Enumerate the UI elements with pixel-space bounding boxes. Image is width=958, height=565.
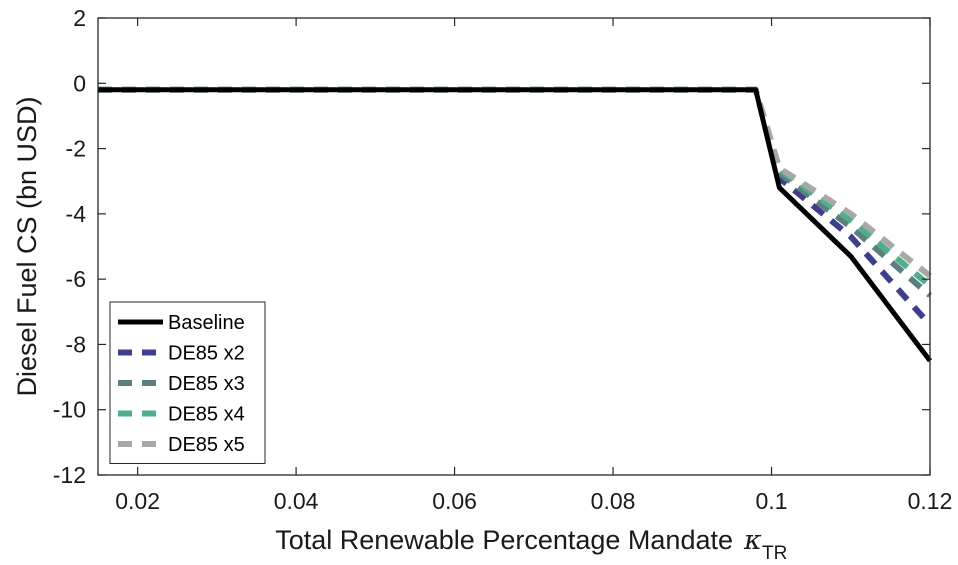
y-tick-label: -2 bbox=[66, 136, 86, 162]
x-axis-symbol: κ bbox=[743, 525, 762, 556]
y-tick-label: 0 bbox=[73, 70, 86, 96]
legend-label: DE85 x3 bbox=[168, 373, 245, 395]
x-tick-label: 0.06 bbox=[432, 488, 477, 514]
legend-box bbox=[109, 301, 266, 464]
ticks-layer: 0.02 0.04 0.06 0.08 0.1 0.12 2 0 -2 -4 -6 -8 -10 -12 bbox=[53, 5, 953, 514]
series-line-de85-x3 bbox=[98, 86, 932, 298]
legend-label: DE85 x4 bbox=[168, 404, 245, 426]
x-tick-label: 0.02 bbox=[115, 488, 160, 514]
legend: Baseline DE85 x2 DE85 x3 DE85 x4 DE85 x5 bbox=[109, 301, 266, 464]
x-tick-label: 0.08 bbox=[591, 488, 636, 514]
legend-label: Baseline bbox=[168, 312, 245, 334]
y-tick-label: -4 bbox=[66, 201, 87, 227]
y-tick-label: -10 bbox=[53, 397, 86, 423]
x-axis-label-group: Total Renewable Percentage Mandate κ TR bbox=[275, 525, 787, 564]
series-line-de85-x2 bbox=[98, 86, 933, 327]
series-layer bbox=[98, 86, 933, 363]
y-tick-label: 2 bbox=[73, 5, 86, 31]
y-tick-label: -8 bbox=[66, 331, 86, 357]
x-tick-label: 0.1 bbox=[756, 488, 788, 514]
y-tick-label: -12 bbox=[53, 462, 86, 488]
x-axis-label: Total Renewable Percentage Mandate bbox=[275, 525, 733, 555]
series-line-baseline bbox=[98, 87, 932, 363]
x-axis-subscript: TR bbox=[762, 543, 787, 564]
y-axis-label: Diesel Fuel CS (bn USD) bbox=[12, 96, 42, 396]
series-line-de85-x5 bbox=[98, 86, 932, 279]
legend-label: DE85 x5 bbox=[168, 434, 245, 456]
x-tick-label: 0.04 bbox=[274, 488, 319, 514]
y-tick-label: -6 bbox=[66, 266, 86, 292]
x-tick-label: 0.12 bbox=[908, 488, 953, 514]
plot-frame bbox=[97, 17, 931, 476]
legend-label: DE85 x2 bbox=[168, 343, 245, 365]
